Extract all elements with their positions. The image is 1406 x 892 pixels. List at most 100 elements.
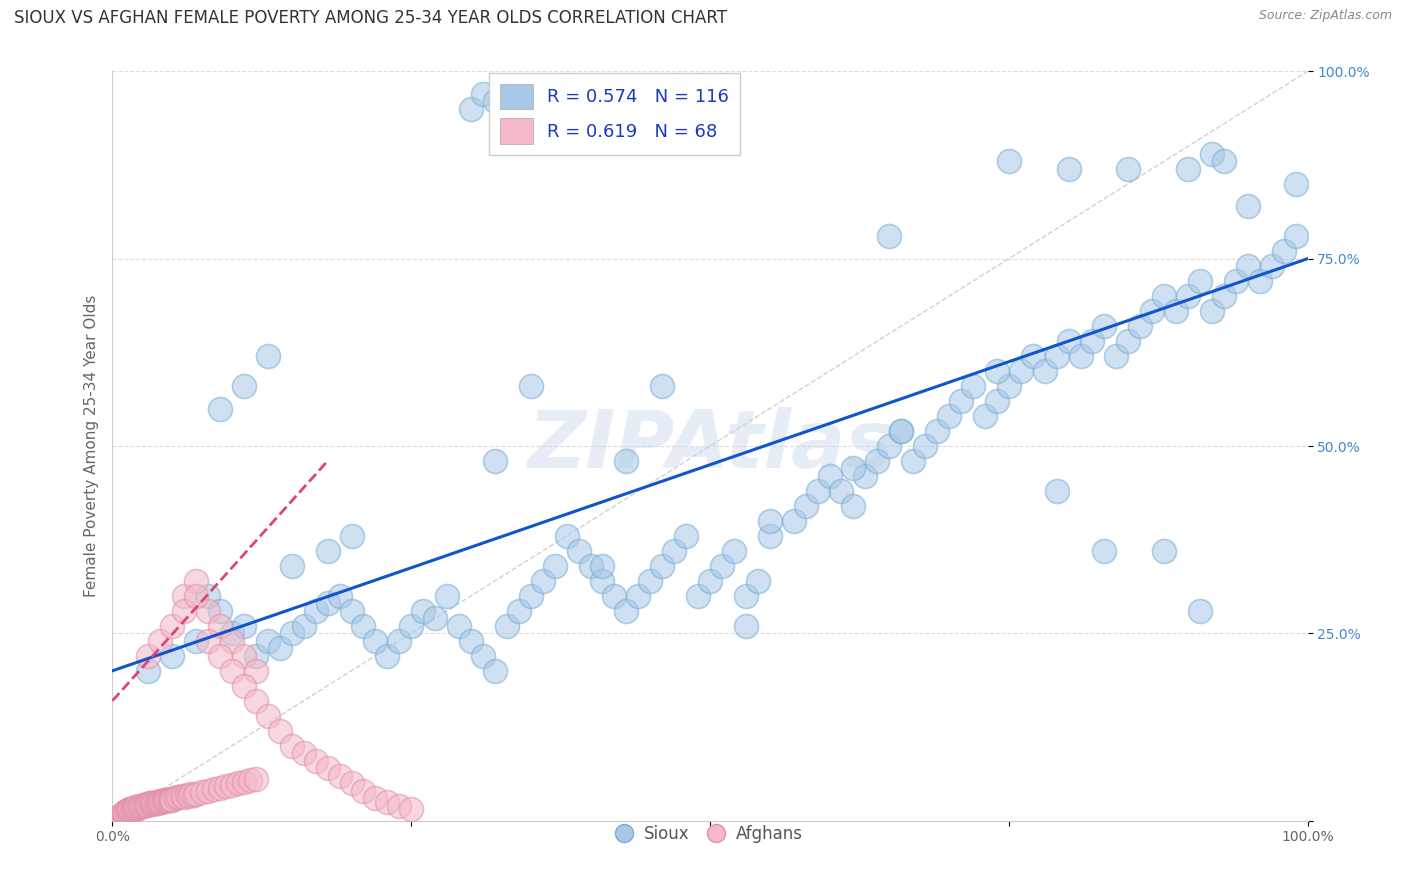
Point xyxy=(136,797,159,812)
Point xyxy=(112,806,135,821)
Point xyxy=(879,439,901,453)
Point xyxy=(149,633,172,648)
Point xyxy=(269,641,291,656)
Point xyxy=(127,801,149,815)
Point xyxy=(197,589,219,603)
Point xyxy=(131,799,153,814)
Point xyxy=(305,604,328,618)
Point xyxy=(305,754,328,768)
Point xyxy=(879,229,901,244)
Point xyxy=(627,589,650,603)
Point xyxy=(191,785,214,799)
Point xyxy=(460,633,482,648)
Point xyxy=(233,679,256,693)
Point xyxy=(152,794,174,808)
Point xyxy=(1033,364,1056,378)
Point xyxy=(134,797,156,812)
Point xyxy=(460,102,482,116)
Point xyxy=(711,558,734,573)
Point xyxy=(890,424,912,438)
Point xyxy=(1081,334,1104,348)
Point xyxy=(640,574,662,588)
Point xyxy=(173,589,195,603)
Point xyxy=(162,619,183,633)
Point xyxy=(377,795,399,809)
Point xyxy=(209,401,232,416)
Point xyxy=(138,797,160,811)
Point xyxy=(239,773,262,788)
Point xyxy=(1057,161,1080,176)
Point xyxy=(1094,544,1116,558)
Point xyxy=(316,761,339,775)
Point xyxy=(1285,177,1308,191)
Point xyxy=(927,424,949,438)
Point xyxy=(166,789,188,804)
Point xyxy=(1129,319,1152,334)
Point xyxy=(316,596,339,610)
Point xyxy=(616,604,638,618)
Point xyxy=(138,797,160,812)
Point xyxy=(340,604,363,618)
Point xyxy=(531,574,554,588)
Point xyxy=(221,626,243,640)
Point xyxy=(153,794,176,808)
Point xyxy=(281,739,304,753)
Point xyxy=(914,439,936,453)
Point xyxy=(543,95,565,109)
Point xyxy=(364,633,387,648)
Point xyxy=(1201,146,1223,161)
Point xyxy=(173,789,195,804)
Point xyxy=(508,604,530,618)
Point xyxy=(340,776,363,790)
Point xyxy=(1118,334,1140,348)
Point xyxy=(202,782,225,797)
Point xyxy=(1189,274,1212,288)
Point xyxy=(221,633,243,648)
Point xyxy=(122,801,145,815)
Point xyxy=(1022,349,1045,363)
Point xyxy=(364,791,387,805)
Point xyxy=(145,796,167,810)
Point xyxy=(197,783,219,797)
Point xyxy=(950,394,973,409)
Point xyxy=(352,783,374,797)
Point xyxy=(592,574,614,588)
Point xyxy=(1166,304,1188,318)
Point xyxy=(245,772,267,786)
Point xyxy=(156,792,179,806)
Point xyxy=(938,409,960,423)
Point xyxy=(1237,199,1260,213)
Point xyxy=(831,483,853,498)
Point xyxy=(148,795,170,809)
Point xyxy=(603,95,626,109)
Point xyxy=(132,798,155,813)
Point xyxy=(160,792,183,806)
Point xyxy=(329,589,352,603)
Point xyxy=(162,648,183,663)
Point xyxy=(128,800,150,814)
Point xyxy=(555,529,578,543)
Point xyxy=(233,619,256,633)
Point xyxy=(1094,319,1116,334)
Point xyxy=(281,626,304,640)
Point xyxy=(1046,349,1069,363)
Point xyxy=(139,796,162,810)
Point xyxy=(352,619,374,633)
Point xyxy=(221,778,243,792)
Point xyxy=(257,633,280,648)
Point xyxy=(170,789,193,803)
Point xyxy=(388,798,411,813)
Point xyxy=(221,664,243,678)
Point xyxy=(107,810,129,824)
Point xyxy=(866,454,889,468)
Point xyxy=(114,806,135,821)
Point xyxy=(903,454,925,468)
Point xyxy=(120,803,142,817)
Point xyxy=(257,349,280,363)
Point xyxy=(890,424,912,438)
Point xyxy=(120,802,142,816)
Point xyxy=(145,795,167,809)
Point xyxy=(115,804,138,818)
Point xyxy=(531,87,554,101)
Point xyxy=(1237,259,1260,273)
